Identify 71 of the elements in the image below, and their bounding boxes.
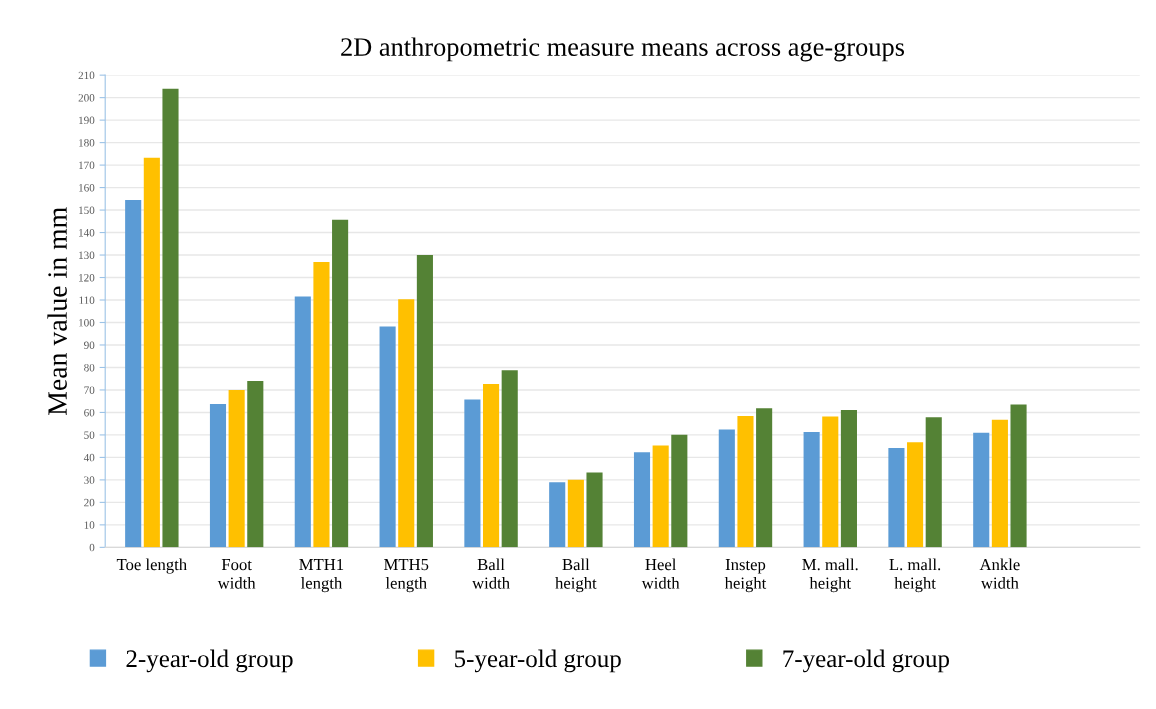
- chart-title: 2D anthropometric measure means across age-groups: [341, 37, 905, 62]
- y-tick-label: 30: [84, 476, 95, 484]
- y-tick-label: 80: [84, 363, 95, 372]
- x-tick-label: Instep height: [724, 559, 767, 593]
- bar: [379, 326, 396, 548]
- x-tick-label: L. mall. height: [889, 558, 941, 593]
- y-tick-label: 20: [84, 498, 95, 507]
- y-tick-label: 130: [79, 251, 95, 259]
- bar: [228, 389, 245, 548]
- bar: [671, 434, 688, 548]
- bar: [633, 452, 651, 548]
- bar: [756, 408, 773, 548]
- bar: [143, 157, 160, 548]
- y-tick-label: 10: [84, 521, 95, 529]
- y-tick-label: 140: [79, 229, 95, 237]
- bar: [209, 404, 227, 548]
- x-tick-label: MTH1 length: [299, 559, 344, 593]
- bar: [907, 442, 924, 548]
- y-tick-label: 0: [89, 543, 95, 552]
- y-tick-label: 50: [84, 431, 95, 439]
- x-tick-label: Ball width: [472, 558, 510, 589]
- y-tick-label: 70: [84, 386, 95, 394]
- bar: [991, 419, 1008, 548]
- legend-label: 5-year-old group: [455, 649, 621, 673]
- x-tick-label: MTH5 length: [384, 559, 429, 593]
- x-tick-label: M. mall. height: [802, 558, 858, 593]
- bar: [803, 432, 820, 548]
- bar: [888, 447, 905, 548]
- bar: [313, 262, 330, 548]
- bar: [822, 416, 839, 548]
- bar: [483, 383, 500, 548]
- y-axis-title: Mean value in mm: [47, 207, 67, 415]
- y-tick-label: 210: [78, 71, 95, 80]
- y-tick-label: 180: [79, 139, 95, 147]
- y-tick-label: 170: [79, 161, 95, 170]
- x-tick-label: Heel width: [641, 558, 680, 589]
- x-tick-label: Toe length: [116, 558, 187, 574]
- bar: [718, 429, 735, 548]
- y-tick-label: 120: [79, 273, 95, 282]
- y-tick-label: 110: [79, 296, 95, 304]
- y-tick-label: 190: [79, 116, 95, 125]
- bar: [567, 479, 584, 548]
- y-tick-label: 40: [83, 453, 95, 462]
- bar: [973, 432, 990, 548]
- legend-label: 2-year-old group: [126, 649, 293, 673]
- y-tick-label: 200: [78, 94, 95, 102]
- legend-label: 7-year-old group: [783, 649, 950, 673]
- bar: [125, 199, 142, 548]
- bar: [247, 380, 264, 548]
- x-tick-label: Foot width: [217, 559, 256, 589]
- bar: [586, 472, 603, 548]
- bar: [549, 482, 566, 548]
- bar: [464, 399, 481, 548]
- y-tick-label: 150: [79, 206, 95, 215]
- bar: [652, 445, 669, 548]
- bar: [162, 88, 179, 548]
- x-tick-label: Ankle width: [979, 558, 1020, 589]
- y-tick-label: 160: [79, 184, 95, 192]
- bar: [398, 299, 415, 548]
- y-tick-label: 90: [84, 341, 95, 349]
- bar: [416, 255, 433, 548]
- bar: [737, 416, 754, 548]
- bar: [925, 417, 942, 548]
- x-tick-label: Ball height: [555, 558, 597, 593]
- bar: [840, 409, 857, 548]
- bar: [294, 296, 311, 548]
- y-tick-label: 100: [79, 318, 95, 327]
- bar: [332, 219, 349, 548]
- bar: [501, 370, 518, 548]
- y-tick-label: 60: [84, 408, 95, 417]
- bar: [1010, 404, 1027, 548]
